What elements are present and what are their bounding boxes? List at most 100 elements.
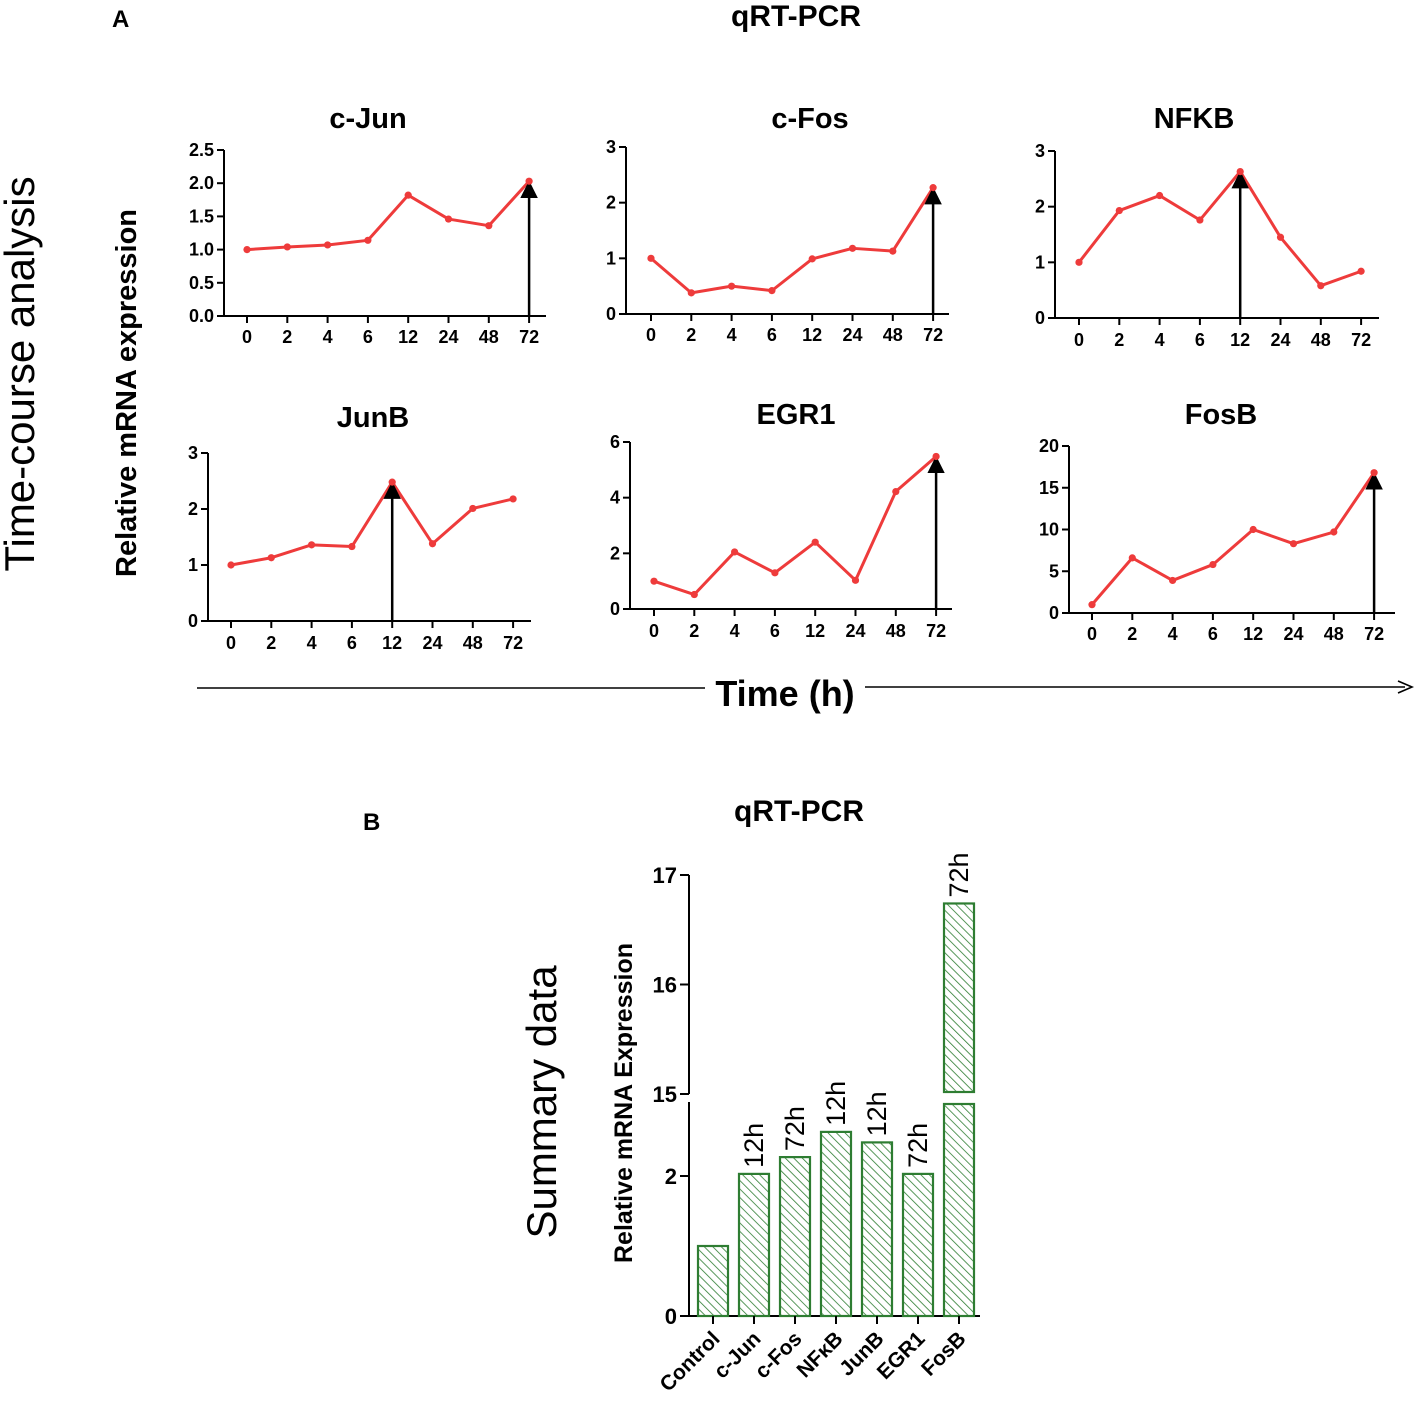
x-tick-label: 4 xyxy=(1155,330,1165,350)
x-tick-label: 4 xyxy=(730,621,740,641)
data-point xyxy=(1330,528,1338,536)
data-point xyxy=(1088,601,1096,609)
y-tick-label: 0 xyxy=(1035,308,1045,328)
data-point xyxy=(889,247,897,255)
x-tick-label: 2 xyxy=(1114,330,1124,350)
x-tick-label: 0 xyxy=(1087,624,1097,644)
data-point xyxy=(1236,167,1244,176)
y-tick-label: 10 xyxy=(1039,520,1059,540)
data-point xyxy=(851,576,860,584)
panel-b-title: qRT-PCR xyxy=(734,795,864,828)
x-tick-label: 0 xyxy=(646,325,656,345)
bar-lower-segment xyxy=(942,1102,976,1318)
y-tick-label: 3 xyxy=(1035,141,1045,161)
data-point xyxy=(690,590,698,599)
data-point xyxy=(444,215,453,223)
data-point xyxy=(469,504,477,513)
bar-annotation: 72h xyxy=(903,1123,933,1168)
x-tick-label: 12 xyxy=(1243,624,1263,644)
chart-title: c-Fos xyxy=(771,103,848,135)
data-point xyxy=(811,538,819,546)
panel-a-letter: A xyxy=(112,6,129,33)
data-point xyxy=(364,236,372,244)
x-tick-label: 4 xyxy=(323,327,333,347)
data-point xyxy=(525,177,533,185)
panel-a-title: qRT-PCR xyxy=(731,0,861,33)
data-point xyxy=(728,282,736,290)
data-point xyxy=(1196,216,1204,224)
x-tick-label: 24 xyxy=(1270,330,1290,350)
x-tick-label: 2 xyxy=(686,325,696,345)
x-tick-label: 48 xyxy=(883,325,903,345)
data-point xyxy=(687,289,695,297)
bar xyxy=(737,1172,771,1318)
x-tick-label: 48 xyxy=(1324,624,1344,644)
data-point xyxy=(848,244,857,252)
series-line xyxy=(230,480,514,567)
x-tick-label: 12 xyxy=(805,621,825,641)
y-tick-label: 2.5 xyxy=(189,140,214,160)
data-point xyxy=(1156,191,1164,200)
panel-b-left-label: Summary data xyxy=(518,965,565,1239)
data-point xyxy=(929,184,937,192)
y-tick-label: 0 xyxy=(606,304,616,324)
x-tick-label: EGR1 xyxy=(873,1327,930,1384)
bar-annotation: 72h xyxy=(780,1106,810,1151)
x-tick-label: c-Fos xyxy=(751,1327,807,1383)
x-tick-label: 24 xyxy=(422,633,442,653)
y-tick-label: 1.0 xyxy=(189,240,214,260)
data-point xyxy=(932,452,940,461)
y-tick-label: 17 xyxy=(653,863,677,888)
y-tick-label: 2 xyxy=(606,193,616,213)
y-tick-label: 0 xyxy=(665,1304,677,1329)
x-tick-label: 72 xyxy=(926,621,946,641)
bar-annotation: 12h xyxy=(862,1091,892,1136)
data-point xyxy=(1276,233,1285,241)
x-tick-label: 24 xyxy=(845,621,865,641)
x-tick-label: 2 xyxy=(266,633,276,653)
x-tick-label: 4 xyxy=(727,325,737,345)
x-tick-label: 2 xyxy=(689,621,699,641)
y-tick-label: 2 xyxy=(665,1164,677,1189)
x-tick-label: FosB xyxy=(917,1327,970,1380)
series-line xyxy=(1077,170,1362,288)
x-tick-label: 12 xyxy=(382,633,402,653)
data-point xyxy=(768,287,776,295)
x-tick-label: 2 xyxy=(1127,624,1137,644)
data-point xyxy=(283,243,291,251)
y-tick-label: 0 xyxy=(188,611,198,631)
y-tick-label: 3 xyxy=(188,443,198,463)
chart-title: c-Jun xyxy=(329,103,406,135)
x-tick-label: 6 xyxy=(1195,330,1205,350)
x-tick-label: NFκB xyxy=(792,1327,847,1382)
y-tick-label: 16 xyxy=(653,973,677,998)
x-tick-label: 12 xyxy=(802,325,822,345)
x-tick-label: 24 xyxy=(1283,624,1303,644)
data-point xyxy=(808,255,816,263)
data-point xyxy=(348,542,356,551)
panel-a-left-label: Time-course analysis xyxy=(0,176,43,571)
x-tick-label: 4 xyxy=(307,633,317,653)
panel-a-y-axis-label: Relative mRNA expression xyxy=(111,209,143,577)
x-tick-label: 6 xyxy=(363,327,373,347)
data-point xyxy=(1317,282,1325,290)
x-tick-label: 0 xyxy=(1074,330,1084,350)
x-tick-label: 48 xyxy=(886,621,906,641)
bar xyxy=(860,1141,894,1318)
y-tick-label: 20 xyxy=(1039,436,1059,456)
y-tick-label: 2 xyxy=(1035,197,1045,217)
data-point xyxy=(1169,576,1177,585)
bar xyxy=(778,1155,812,1318)
bar xyxy=(696,1244,730,1318)
x-tick-label: 72 xyxy=(923,325,943,345)
data-point xyxy=(267,554,275,562)
x-tick-label: 48 xyxy=(1311,330,1331,350)
y-tick-label: 2.0 xyxy=(189,173,214,193)
bar-annotation: 72h xyxy=(944,852,974,897)
